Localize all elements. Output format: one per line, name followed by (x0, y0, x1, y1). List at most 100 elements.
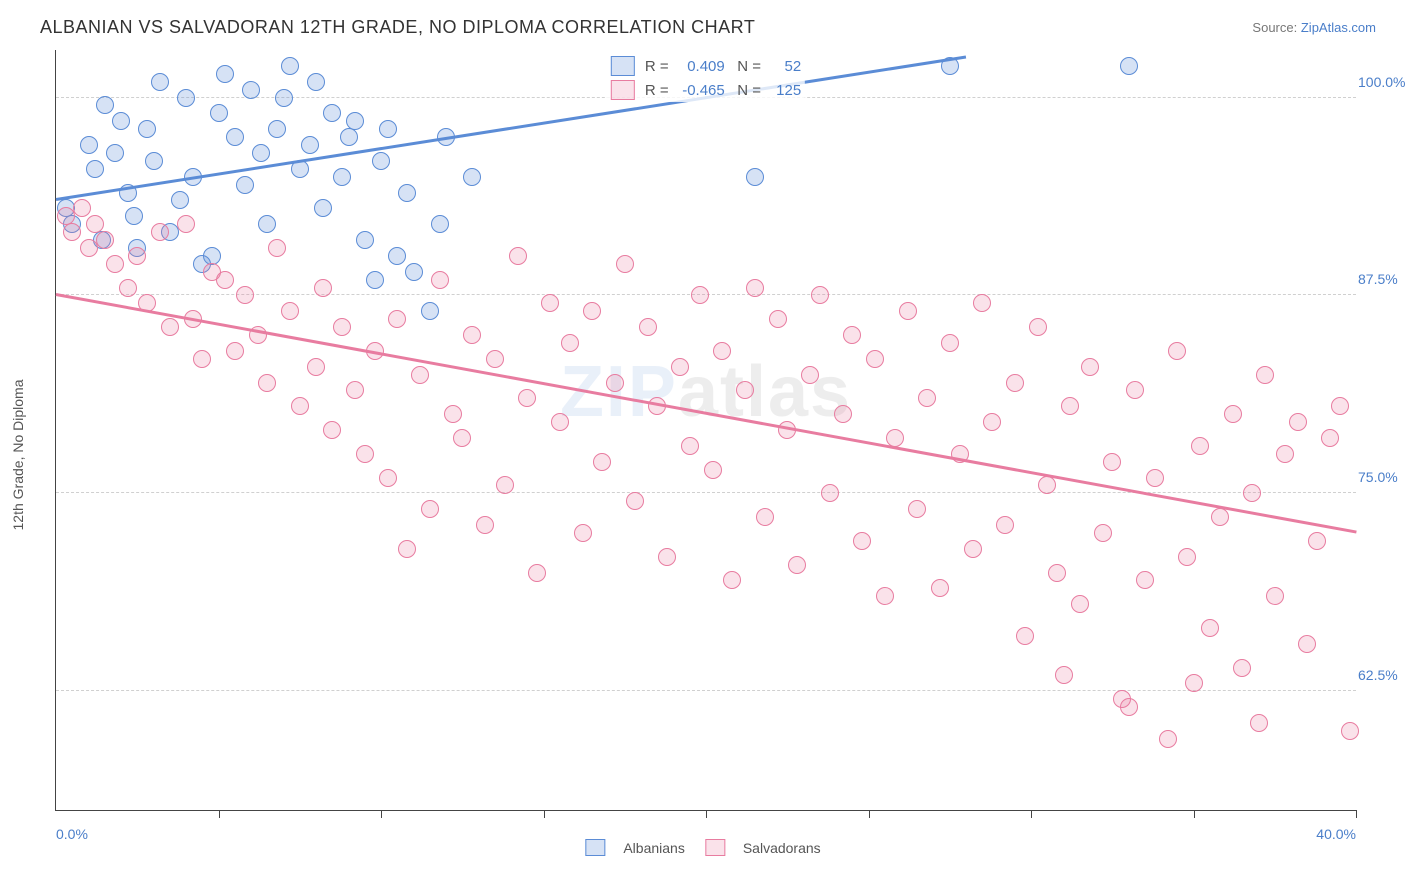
trend-line (56, 55, 966, 200)
data-point (606, 374, 624, 392)
data-point (1250, 714, 1268, 732)
title-row: ALBANIAN VS SALVADORAN 12TH GRADE, NO DI… (0, 0, 1406, 50)
data-point (1055, 666, 1073, 684)
data-point (1298, 635, 1316, 653)
y-tick-label: 75.0% (1358, 469, 1406, 485)
data-point (96, 231, 114, 249)
data-point (561, 334, 579, 352)
data-point (983, 413, 1001, 431)
data-point (1321, 429, 1339, 447)
data-point (1146, 469, 1164, 487)
x-tick (381, 810, 382, 818)
data-point (551, 413, 569, 431)
data-point (151, 73, 169, 91)
n-value-albanians: 52 (765, 58, 801, 75)
data-point (73, 199, 91, 217)
data-point (866, 350, 884, 368)
data-point (801, 366, 819, 384)
r-value-salvadorans: -0.465 (673, 82, 725, 99)
data-point (314, 199, 332, 217)
data-point (388, 247, 406, 265)
x-tick (1194, 810, 1195, 818)
data-point (301, 136, 319, 154)
data-point (1211, 508, 1229, 526)
data-point (177, 215, 195, 233)
swatch-albanians-bottom (585, 839, 605, 856)
data-point (746, 279, 764, 297)
data-point (1191, 437, 1209, 455)
bottom-legend: Albanians Salvadorans (585, 839, 820, 856)
data-point (908, 500, 926, 518)
legend-item-salvadorans: Salvadorans (705, 839, 821, 856)
data-point (704, 461, 722, 479)
data-point (411, 366, 429, 384)
watermark: ZIPatlas (560, 351, 852, 433)
x-tick (706, 810, 707, 818)
data-point (528, 564, 546, 582)
chart-title: ALBANIAN VS SALVADORAN 12TH GRADE, NO DI… (40, 17, 755, 38)
data-point (1126, 381, 1144, 399)
legend-row-albanians: R = 0.409 N = 52 (611, 54, 801, 78)
data-point (1029, 318, 1047, 336)
data-point (723, 571, 741, 589)
data-point (210, 104, 228, 122)
gridline (56, 492, 1356, 493)
data-point (161, 318, 179, 336)
data-point (346, 381, 364, 399)
data-point (242, 81, 260, 99)
data-point (258, 374, 276, 392)
swatch-salvadorans (611, 80, 635, 100)
swatch-albanians (611, 56, 635, 76)
data-point (658, 548, 676, 566)
data-point (843, 326, 861, 344)
data-point (1071, 595, 1089, 613)
data-point (746, 168, 764, 186)
n-label: N = (725, 58, 765, 75)
data-point (171, 191, 189, 209)
data-point (899, 302, 917, 320)
data-point (769, 310, 787, 328)
plot-area: ZIPatlas R = 0.409 N = 52 R = -0.465 N =… (55, 50, 1356, 811)
data-point (541, 294, 559, 312)
data-point (323, 421, 341, 439)
data-point (252, 144, 270, 162)
data-point (853, 532, 871, 550)
data-point (1224, 405, 1242, 423)
n-value-salvadorans: 125 (765, 82, 801, 99)
data-point (1308, 532, 1326, 550)
data-point (639, 318, 657, 336)
data-point (138, 120, 156, 138)
data-point (112, 112, 130, 130)
data-point (323, 104, 341, 122)
data-point (258, 215, 276, 233)
data-point (453, 429, 471, 447)
data-point (1016, 627, 1034, 645)
data-point (106, 144, 124, 162)
data-point (1006, 374, 1024, 392)
data-point (1081, 358, 1099, 376)
y-tick-label: 100.0% (1358, 74, 1406, 90)
source-link[interactable]: ZipAtlas.com (1301, 20, 1376, 35)
gridline (56, 690, 1356, 691)
data-point (1120, 57, 1138, 75)
data-point (593, 453, 611, 471)
data-point (80, 239, 98, 257)
data-point (356, 445, 374, 463)
r-value-albanians: 0.409 (673, 58, 725, 75)
data-point (86, 160, 104, 178)
data-point (372, 152, 390, 170)
data-point (671, 358, 689, 376)
trend-line (56, 293, 1356, 533)
data-point (340, 128, 358, 146)
data-point (486, 350, 504, 368)
data-point (281, 57, 299, 75)
data-point (268, 120, 286, 138)
data-point (476, 516, 494, 534)
data-point (964, 540, 982, 558)
data-point (307, 358, 325, 376)
data-point (463, 326, 481, 344)
data-point (1136, 571, 1154, 589)
data-point (1159, 730, 1177, 748)
x-tick (219, 810, 220, 818)
data-point (356, 231, 374, 249)
